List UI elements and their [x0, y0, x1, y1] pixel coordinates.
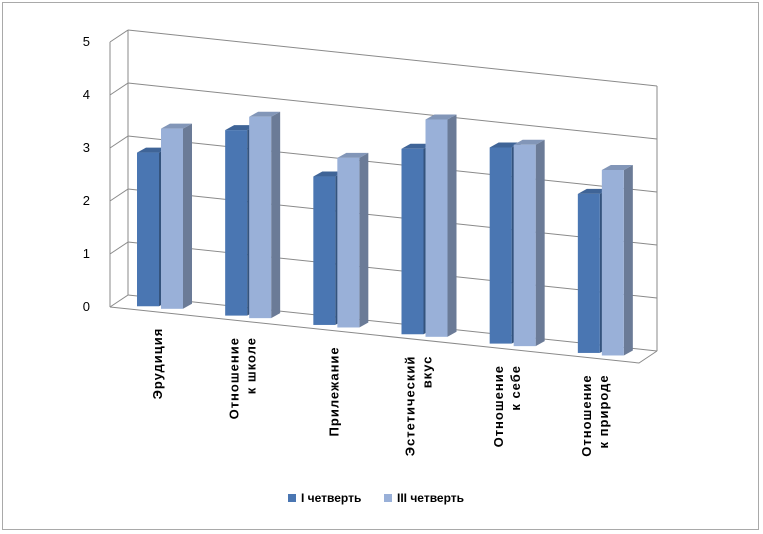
x-tick-label: Отношение к себе [491, 365, 523, 447]
bar-top [577, 188, 609, 194]
y-tick-label: 3 [83, 140, 90, 155]
bar [249, 116, 272, 319]
bar-top [313, 171, 345, 177]
bar-side [359, 152, 369, 328]
bar-top [137, 147, 168, 153]
bar [425, 119, 448, 337]
bar [401, 148, 424, 335]
legend-swatch [288, 494, 296, 502]
gridline [127, 294, 658, 352]
gridline-side [109, 82, 129, 96]
bar [137, 152, 159, 307]
gridline-side [109, 241, 129, 255]
gridline [127, 188, 658, 246]
bar-top [249, 111, 281, 117]
y-tick-label: 1 [83, 246, 90, 261]
bar [337, 157, 360, 328]
x-tick-label: Эрудиция [150, 328, 165, 400]
legend-label: III четверть [397, 491, 464, 505]
x-tick-label: Отношение к школе [226, 337, 258, 419]
bar-top [601, 164, 633, 170]
bar-top [337, 152, 369, 158]
bar-top [225, 125, 257, 131]
y-tick-label: 2 [83, 193, 90, 208]
bar [513, 144, 536, 347]
bar-top [161, 123, 192, 129]
bar-top [513, 139, 545, 145]
x-tick-label: Эстетический вкус [403, 356, 435, 457]
bar-side [535, 139, 545, 347]
floor-edge [109, 306, 658, 364]
gridline [127, 82, 658, 140]
y-tick-label: 4 [83, 87, 90, 102]
x-tick-label: Отношение к природе [579, 374, 611, 456]
bar-side [447, 114, 457, 337]
legend-swatch [384, 494, 392, 502]
gridline-side [109, 135, 129, 149]
bar-side [183, 123, 192, 309]
gridline [127, 241, 658, 299]
gridline-side [109, 29, 129, 43]
gridline [127, 135, 658, 193]
bar-top [489, 142, 521, 148]
legend-label: I четверть [301, 491, 361, 505]
bar-side [271, 111, 281, 319]
gridline-side [109, 188, 129, 202]
bar-top [401, 143, 433, 149]
bar-top [425, 114, 457, 120]
bar [161, 128, 183, 309]
y-tick-label: 5 [83, 34, 90, 49]
bar [489, 147, 512, 344]
y-tick-label: 0 [83, 299, 90, 314]
bar-side [623, 164, 633, 356]
bar [577, 193, 600, 353]
bar [225, 130, 248, 316]
bar [601, 169, 624, 356]
x-tick-label: Прилежание [326, 346, 341, 436]
gridline-side [109, 294, 129, 308]
gridline [127, 29, 658, 87]
bar [313, 176, 336, 325]
